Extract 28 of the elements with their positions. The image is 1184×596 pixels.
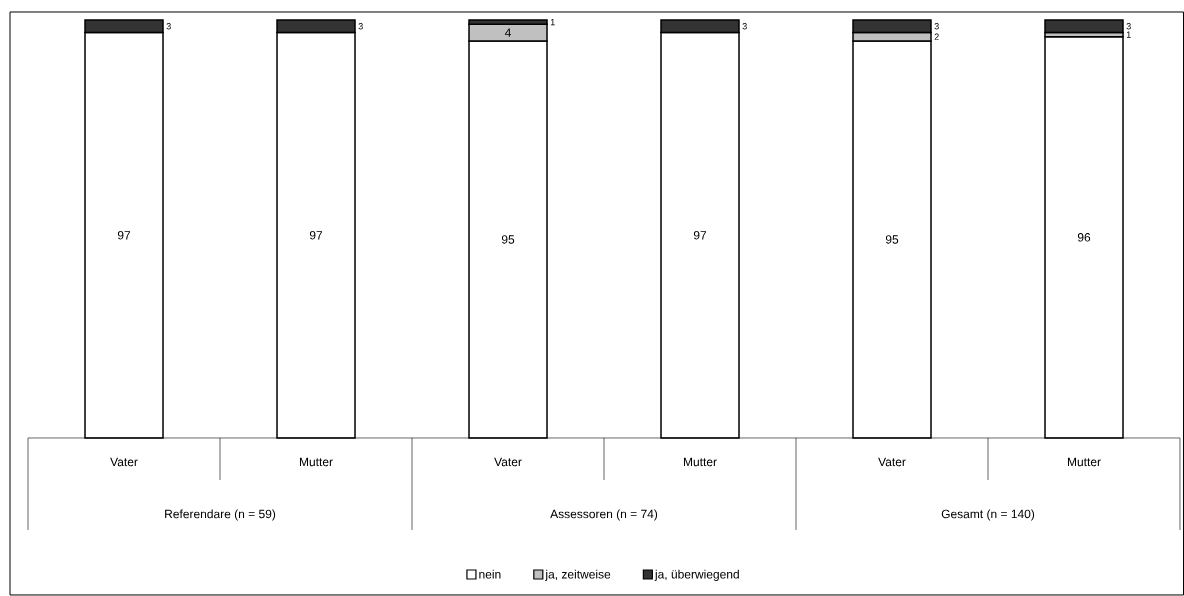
legend-label: nein [479,569,501,579]
x-tick-label: Mutter [683,457,717,467]
data-label: 4 [504,28,511,37]
data-label: 97 [117,231,131,240]
data-label: 96 [1077,233,1091,242]
text: Gesamt (n = 140) [941,509,1035,521]
data-label: 3 [934,23,939,30]
data-label: 3 [166,23,171,30]
data-label: 95 [885,235,899,244]
data-label: 1 [1126,31,1131,38]
legend-label: ja, überwiegend [654,569,739,581]
data-label: 97 [309,231,323,240]
legend-label: ja, zeitweise [545,569,611,581]
data-label: 1 [550,18,555,26]
data-label: 95 [501,235,515,244]
x-tick-label: Vater [110,457,138,467]
data-label: 3 [742,23,747,30]
text: Assessoren (n = 74) [550,509,658,521]
x-tick-label: Mutter [299,457,333,467]
data-label: 2 [934,33,939,40]
x-tick-label: Mutter [1067,457,1101,467]
data-label: 3 [358,23,363,30]
data-label: 3 [1126,23,1131,30]
text: Referendare (n = 59) [165,509,276,521]
data-label: 97 [693,231,707,240]
x-tick-label: Vater [878,457,906,467]
x-tick-label: Vater [494,457,522,467]
bar [1044,19,1124,34]
